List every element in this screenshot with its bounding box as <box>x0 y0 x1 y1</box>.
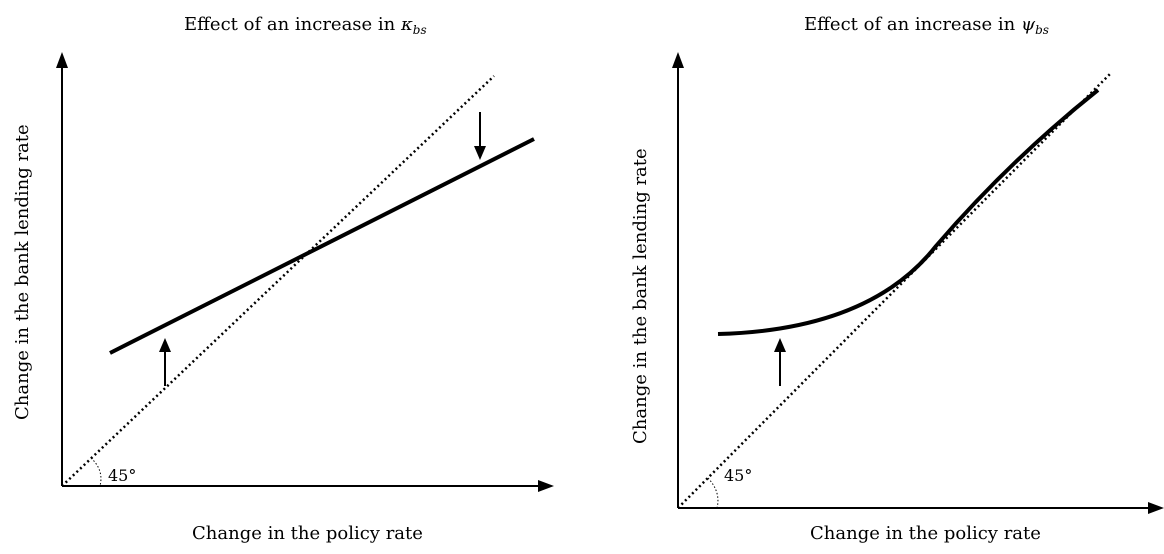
response-line <box>109 137 535 355</box>
left-panel-title: Effect of an increase in κbs <box>184 14 427 37</box>
angle-label: 45° <box>724 466 753 485</box>
angle-arc <box>707 477 719 509</box>
y-axis-arrowhead <box>56 52 68 68</box>
up-arrow-icon <box>159 338 171 352</box>
forty-five-degree-line <box>61 75 495 487</box>
title-subscript: bs <box>1035 23 1049 37</box>
title-text: Effect of an increase in <box>184 14 401 35</box>
y-axis-label: Change in the bank lending rate <box>12 124 33 420</box>
right-diagram <box>672 52 1164 514</box>
right-panel-title: Effect of an increase in ψbs <box>804 14 1049 37</box>
x-axis-arrowhead <box>1148 502 1164 514</box>
angle-label: 45° <box>108 466 137 485</box>
down-arrow-icon <box>474 146 486 160</box>
angle-arc <box>90 457 102 487</box>
x-axis-label: Change in the policy rate <box>192 523 423 544</box>
x-axis-arrowhead <box>538 480 554 492</box>
title-subscript: bs <box>412 23 427 37</box>
y-axis-arrowhead <box>672 52 684 68</box>
x-axis-label: Change in the policy rate <box>810 523 1041 544</box>
up-arrow-icon <box>774 338 786 352</box>
left-diagram <box>56 52 554 492</box>
y-axis-label: Change in the bank lending rate <box>630 148 651 444</box>
title-symbol: ψ <box>1020 14 1036 35</box>
left-panel: Effect of an increase in κbs 45° Change … <box>12 14 554 544</box>
right-panel: Effect of an increase in ψbs 45° Change … <box>600 0 1164 554</box>
title-symbol: κ <box>400 14 413 35</box>
title-text: Effect of an increase in <box>804 14 1021 35</box>
response-curve <box>717 88 1100 336</box>
forty-five-degree-line <box>677 73 1111 509</box>
